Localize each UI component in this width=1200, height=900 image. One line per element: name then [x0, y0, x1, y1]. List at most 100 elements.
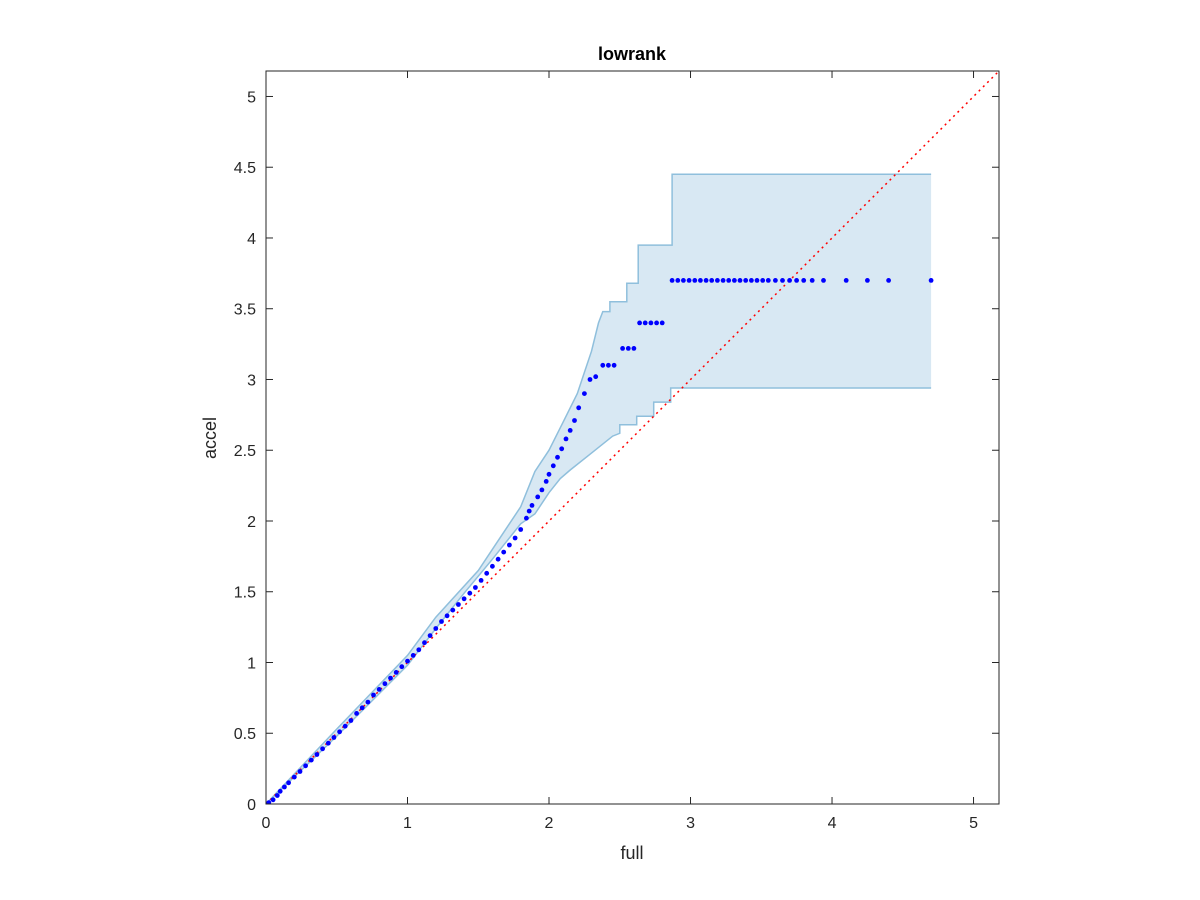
data-point: [726, 278, 732, 283]
y-tick-label: 3: [247, 372, 256, 389]
y-tick-label: 0.5: [234, 726, 256, 743]
data-point: [620, 346, 625, 351]
data-point: [692, 278, 698, 283]
data-point: [928, 278, 934, 283]
data-point: [715, 278, 720, 283]
data-point: [266, 800, 272, 804]
data-point: [320, 746, 325, 752]
data-point: [490, 563, 495, 569]
data-point: [325, 740, 331, 746]
data-point: [559, 446, 565, 452]
data-point: [698, 278, 703, 283]
data-point: [681, 278, 686, 283]
y-tick-label: 5: [247, 89, 256, 106]
data-point: [501, 549, 507, 555]
data-point: [473, 585, 478, 590]
data-point: [524, 515, 529, 521]
y-tick-label: 1.5: [234, 585, 256, 602]
data-point: [450, 607, 456, 613]
data-point: [563, 436, 569, 442]
data-point: [765, 278, 771, 283]
data-point: [625, 346, 631, 351]
data-point: [495, 556, 501, 562]
data-point: [865, 278, 870, 283]
data-point: [743, 278, 749, 283]
data-point: [507, 542, 512, 548]
data-point: [760, 278, 766, 283]
data-point: [526, 508, 532, 514]
data-point: [512, 535, 518, 541]
data-point: [669, 278, 675, 283]
data-point: [587, 377, 593, 382]
y-tick-label: 3.5: [234, 302, 256, 319]
data-point: [780, 278, 785, 283]
data-point: [794, 278, 799, 283]
data-point: [773, 278, 778, 283]
x-axis-label: full: [620, 843, 643, 863]
data-point: [303, 763, 308, 769]
x-tick-label: 4: [828, 815, 837, 832]
data-point: [550, 463, 556, 469]
data-point: [518, 527, 524, 532]
plot-area: [266, 71, 999, 804]
x-tick-label: 2: [545, 815, 554, 832]
data-point: [593, 374, 599, 380]
data-point: [388, 675, 393, 681]
chart-title: lowrank: [598, 44, 667, 64]
data-point: [654, 320, 659, 326]
y-axis-label: accel: [200, 417, 220, 459]
data-point: [539, 487, 545, 493]
data-point: [427, 633, 433, 638]
data-point: [576, 405, 582, 411]
data-point: [821, 278, 826, 283]
data-point: [529, 503, 535, 508]
y-tick-label: 4.5: [234, 160, 256, 177]
data-point: [422, 640, 427, 646]
data-point: [274, 793, 280, 798]
data-point: [567, 428, 573, 433]
data-point: [737, 278, 743, 283]
data-point: [484, 570, 490, 576]
data-point: [308, 757, 314, 763]
data-point: [399, 664, 405, 670]
data-point: [843, 278, 849, 283]
data-point: [444, 613, 450, 619]
data-point: [291, 774, 297, 780]
data-point: [393, 670, 399, 675]
data-point: [648, 320, 654, 326]
y-tick-label: 2.5: [234, 443, 256, 460]
data-point: [376, 687, 382, 692]
data-point: [787, 278, 792, 283]
data-point: [314, 752, 320, 757]
axes: 0 1 2 3 4 5 0 0.5 1 1.5 2 2.5 3 3.5 4 4.5 5: [234, 70, 1000, 832]
data-point: [555, 454, 560, 460]
data-point: [371, 692, 376, 698]
data-point: [546, 471, 552, 477]
data-point: [277, 788, 283, 794]
data-point: [337, 729, 342, 735]
data-point: [535, 494, 541, 500]
data-point: [749, 278, 754, 283]
data-point: [754, 278, 760, 283]
data-point: [456, 602, 461, 607]
data-point: [342, 723, 348, 729]
y-tick-label: 2: [247, 514, 256, 531]
data-point: [606, 362, 611, 368]
data-point: [642, 320, 648, 326]
axes-box: [265, 70, 1000, 805]
data-point: [348, 718, 354, 723]
data-point: [720, 278, 726, 283]
y-tick-label: 0: [247, 797, 256, 814]
data-point: [600, 362, 606, 368]
data-point: [331, 735, 337, 740]
data-point: [282, 784, 287, 790]
data-point: [732, 278, 737, 283]
x-tick-label: 3: [686, 815, 695, 832]
data-point: [611, 362, 617, 368]
data-point: [439, 619, 444, 624]
y-tick-label: 4: [247, 231, 256, 248]
data-point: [297, 769, 303, 774]
band-lower-edge: [266, 387, 932, 804]
